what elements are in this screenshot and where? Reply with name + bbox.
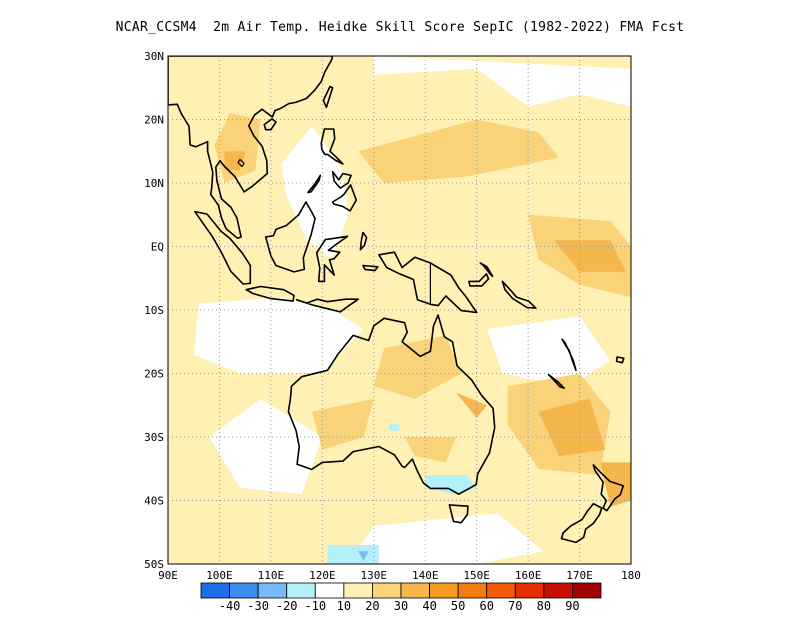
coastline-mainland-asia (168, 56, 334, 239)
coastline-new-caledonia (547, 374, 565, 389)
coastline-sumatra (194, 210, 252, 285)
coastline-solomons (501, 280, 537, 309)
lat-tick-label: 40S (144, 495, 164, 508)
lon-tick-label: 140E (412, 569, 439, 582)
colorbar-swatch (372, 582, 402, 599)
coastline-vanuatu (561, 338, 577, 372)
lon-tick-label: 130E (361, 569, 388, 582)
lat-tick-label: 30N (144, 50, 164, 63)
lon-tick-label: 180 (621, 569, 641, 582)
skill-region-21 (389, 424, 400, 431)
skill-region-2 (373, 56, 631, 107)
skill-field-layer (168, 56, 631, 564)
lat-tick-label: 10S (144, 304, 164, 317)
skill-region-13 (404, 437, 457, 463)
colorbar-label: -30 (247, 599, 269, 613)
colorbar-label: -10 (304, 599, 326, 613)
lat-tick-label: 30S (144, 431, 164, 444)
skill-region-6 (348, 513, 544, 564)
colorbar-swatch (400, 582, 430, 599)
coastline-hainan (263, 118, 277, 131)
coastline-nz-south (560, 502, 603, 544)
coastline-new-ireland (479, 262, 494, 278)
coastline-sulawesi (315, 235, 349, 283)
skill-region-7 (358, 119, 559, 183)
lat-tick-label: 50S (144, 558, 164, 571)
colorbar-swatch (200, 582, 230, 599)
lon-tick-label: 160E (515, 569, 542, 582)
skill-region-22 (358, 551, 369, 561)
coastline-taiwan (322, 85, 334, 109)
colorbar-swatch (486, 582, 516, 599)
colorbar-label: 60 (479, 599, 493, 613)
colorbar-label: 90 (565, 599, 579, 613)
colorbar-label: 70 (508, 599, 522, 613)
colorbar-swatch (543, 582, 573, 599)
lon-tick-label: 170E (566, 569, 593, 582)
colorbar-swatch (343, 582, 373, 599)
map-frame (167, 55, 632, 565)
coastline-new-britain (468, 273, 490, 287)
coastline-nz-north (592, 464, 625, 512)
lat-tick-label: EQ (151, 241, 164, 254)
lat-tick-label: 20S (144, 368, 164, 381)
colorbar-swatch (229, 582, 259, 599)
colorbar-label: -20 (276, 599, 298, 613)
skill-region-18 (456, 392, 487, 418)
skill-region-10 (373, 335, 462, 399)
coastline-tasmania (448, 504, 469, 524)
lon-tick-label: 110E (258, 569, 285, 582)
coastline-palawan (307, 174, 322, 194)
skill-region-1 (281, 125, 349, 260)
colorbar-swatch (429, 582, 459, 599)
skill-region-12 (312, 398, 374, 450)
coastline-kyushu (373, 31, 384, 49)
lat-tick-label: 20N (144, 114, 164, 127)
colorbar-swatch (286, 582, 316, 599)
colorbar-label: 40 (422, 599, 436, 613)
skill-region-14 (553, 240, 626, 272)
lon-tick-label: 150E (463, 569, 490, 582)
colorbar-label: 30 (394, 599, 408, 613)
skill-region-20 (327, 545, 379, 564)
skill-region-17 (224, 151, 246, 171)
coastline-mindanao (331, 184, 358, 212)
colorbar-swatch (514, 582, 545, 599)
lon-tick-label: 120E (309, 569, 336, 582)
colorbar-label: 20 (365, 599, 379, 613)
coastline-java (245, 285, 295, 302)
coastline-shikoku (387, 28, 398, 37)
colorbar-swatch (257, 582, 288, 599)
colorbar-label: -40 (219, 599, 241, 613)
coastline-halmahera (359, 231, 368, 251)
skill-region-19 (425, 475, 477, 495)
lon-tick-label: 100E (206, 569, 233, 582)
coastline-australia (287, 314, 496, 495)
lake-tonle-sap (237, 158, 245, 168)
skill-region-15 (538, 398, 606, 457)
coastline-borneo (264, 201, 316, 273)
colorbar: -40 -30 -20 -10 10 20 30 40 50 60 70 80 90 (200, 582, 602, 613)
coastline-fiji (615, 356, 625, 364)
skill-region-16 (600, 462, 631, 507)
map-title: NCAR_CCSM4 2m Air Temp. Heidke Skill Sco… (115, 20, 685, 35)
coastline-new-guinea (378, 251, 478, 314)
lon-tick-label: 90E (158, 569, 178, 582)
colorbar-swatch (572, 582, 602, 599)
lat-tick-label: 10N (144, 177, 164, 190)
coastline-visayas (331, 170, 352, 189)
axis-tick-labels: 90E 100E 110E 120E 130E 140E 150E 160E 170E 180 30… (144, 50, 641, 582)
coastline-lesser-sunda (295, 298, 360, 313)
colorbar-swatch (457, 582, 488, 599)
coastlines (168, 28, 625, 544)
skill-region-4 (209, 398, 323, 495)
colorbar-swatch (314, 582, 345, 599)
skill-region-3 (193, 297, 364, 374)
coastline-seram (362, 264, 379, 272)
colorbar-label: 80 (537, 599, 551, 613)
colorbar-label: 10 (337, 599, 351, 613)
coastline-luzon (320, 128, 344, 165)
colorbar-label: 50 (451, 599, 465, 613)
